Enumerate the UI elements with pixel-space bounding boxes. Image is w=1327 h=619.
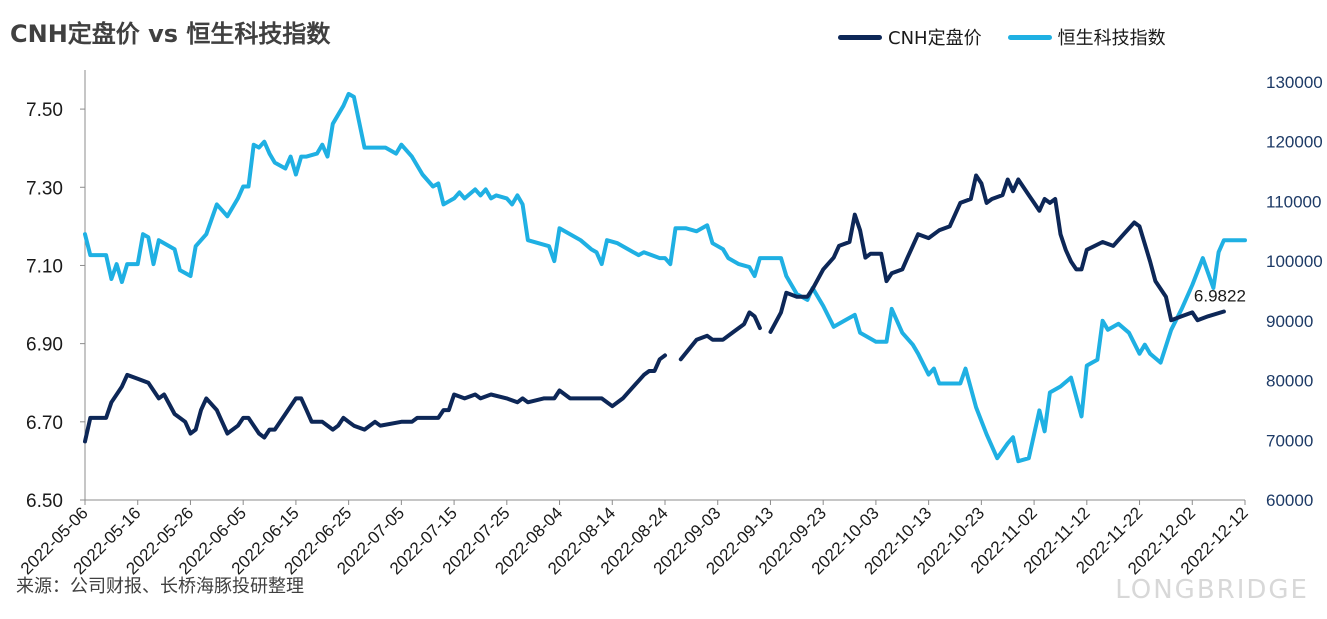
y-right-tick-label: 100000: [1266, 252, 1323, 271]
series-line-cnh: [83, 353, 667, 444]
y-right-tick-label: 110000: [1266, 192, 1321, 211]
watermark-logo: LONGBRIDGE: [1115, 575, 1309, 605]
y-left-tick-label: 7.30: [26, 178, 63, 199]
series-line-cnh-part2: [678, 310, 762, 362]
source-note: 来源：公司财报、长桥海豚投研整理: [16, 576, 304, 597]
legend: CNH定盘价 恒生科技指数: [838, 24, 1192, 50]
legend-item-cnh: CNH定盘价: [838, 24, 982, 50]
y-right-tick-label: 90000: [1266, 312, 1313, 331]
data-label-cnh-last: 6.9822: [1194, 287, 1246, 306]
y-left-tick-label: 6.90: [26, 335, 63, 356]
chart-title: CNH定盘价 vs 恒生科技指数: [10, 20, 331, 48]
series-line-hstech: [83, 91, 1247, 464]
y-left-tick-label: 6.70: [26, 413, 63, 434]
y-left-tick-label: 7.50: [26, 100, 63, 121]
y-left-tick-label: 7.10: [26, 256, 63, 277]
y-right-tick-label: 120000: [1266, 133, 1323, 152]
y-right-tick-label: 60000: [1266, 491, 1313, 510]
legend-swatch-hstech: [1007, 34, 1052, 40]
y-left-tick-label: 6.50: [26, 491, 63, 512]
y-right-tick-label: 130000: [1266, 73, 1323, 92]
legend-label-hstech: 恒生科技指数: [1057, 28, 1166, 49]
legend-label-cnh: CNH定盘价: [888, 28, 982, 49]
y-right-tick-label: 80000: [1266, 372, 1313, 391]
legend-swatch-cnh: [838, 34, 882, 40]
y-right-tick-label: 70000: [1266, 431, 1313, 450]
series-line-cnh-part3: [768, 173, 1226, 334]
legend-item-hstech: 恒生科技指数: [1007, 24, 1166, 50]
